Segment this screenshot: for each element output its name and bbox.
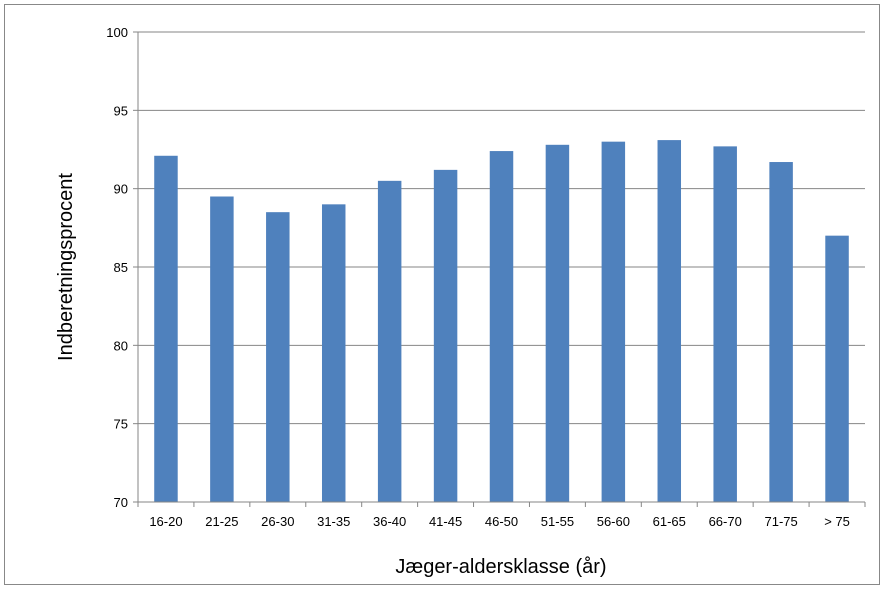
y-tick-label: 100: [106, 25, 128, 40]
x-tick-label: 36-40: [373, 514, 406, 529]
x-tick-label: 66-70: [709, 514, 742, 529]
bar-51-55: [545, 144, 570, 503]
bars: [154, 140, 849, 503]
x-tick-label: 31-35: [317, 514, 350, 529]
bar-36-40: [377, 180, 402, 503]
x-tick-label: 21-25: [205, 514, 238, 529]
x-tick-label: 26-30: [261, 514, 294, 529]
x-tick-labels: 16-20 21-25 26-30 31-35 36-40 41-45 46-50 51-55…: [137, 502, 866, 529]
x-tick-label: 41-45: [429, 514, 462, 529]
bar-26-30: [266, 212, 290, 502]
y-tick-label: 70: [114, 495, 128, 510]
y-tick-label: 80: [114, 338, 128, 353]
bar-71-75: [769, 162, 793, 503]
bar-61-65: [657, 140, 682, 502]
x-tick-label: 56-60: [597, 514, 630, 529]
y-tick-label: 90: [114, 182, 128, 197]
bar-16-20: [154, 155, 178, 502]
bar-21-25: [210, 196, 234, 502]
bar-41-45: [433, 169, 458, 502]
bar--75: [825, 235, 849, 502]
y-tick-label: 85: [114, 260, 128, 275]
y-axis-title: Indberetningsprocent: [55, 173, 77, 361]
y-tick-label: 95: [114, 103, 128, 118]
bar-56-60: [601, 141, 626, 502]
y-tick-label: 75: [114, 417, 128, 432]
bar-66-70: [713, 146, 737, 502]
x-tick-label: 71-75: [764, 514, 797, 529]
x-tick-label: > 75: [824, 514, 850, 529]
x-tick-label: 16-20: [149, 514, 182, 529]
bar-46-50: [489, 151, 514, 503]
x-tick-label: 51-55: [541, 514, 574, 529]
gridlines: [138, 31, 865, 425]
y-tick-labels: 70 75 80 85 90 95 100: [106, 25, 138, 510]
x-tick-label: 61-65: [653, 514, 686, 529]
x-tick-label: 46-50: [485, 514, 518, 529]
bar-31-35: [321, 204, 346, 503]
x-axis-title: Jæger-aldersklasse (år): [395, 556, 606, 578]
